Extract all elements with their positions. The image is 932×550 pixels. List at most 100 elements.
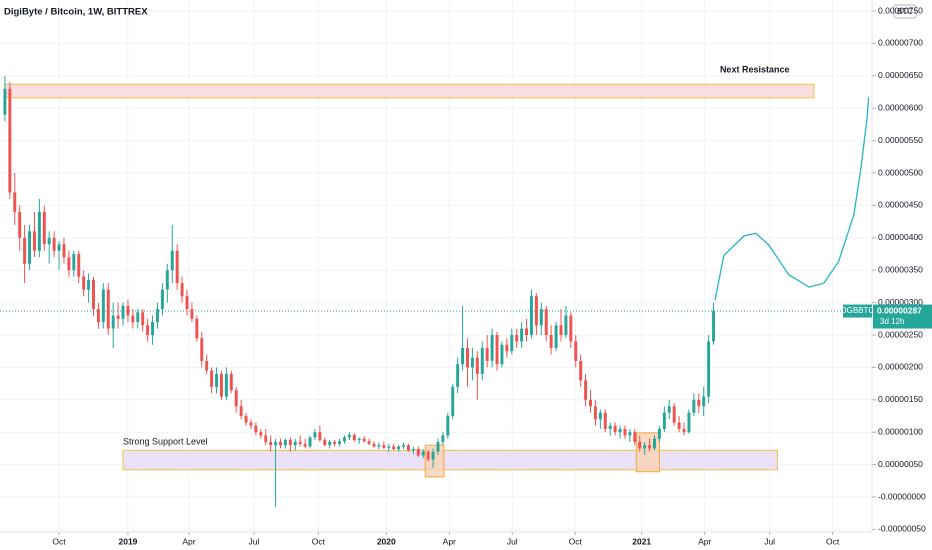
candle-body — [77, 254, 81, 277]
candle-body — [707, 341, 711, 397]
candle-body — [648, 445, 652, 449]
candle-body — [613, 425, 617, 433]
y-tick-label: 0.00000200 — [878, 362, 923, 372]
x-tick-label: Apr — [443, 536, 456, 546]
candle-body — [505, 344, 509, 352]
candle-body — [239, 406, 243, 417]
candle-body — [155, 309, 159, 323]
candle-body — [377, 445, 381, 447]
candle-body — [421, 451, 425, 456]
candle-body — [18, 211, 22, 238]
candle-body — [8, 88, 12, 193]
zone — [424, 444, 445, 478]
y-tick-label: -0.00000000 — [878, 491, 926, 501]
candle-body — [328, 441, 332, 446]
candle-body — [106, 289, 110, 329]
candle-body — [657, 428, 661, 439]
plot-area: Next Resistance Strong Support Level — [0, 0, 872, 532]
candle-body — [392, 446, 396, 450]
annotation: Next Resistance — [720, 64, 790, 74]
candle-body — [264, 435, 268, 442]
candle-body — [3, 88, 7, 115]
candle-body — [23, 237, 27, 264]
zone — [122, 449, 779, 471]
candle-body — [520, 328, 524, 342]
y-tick-label: 0.00000550 — [878, 135, 923, 145]
candle-body — [342, 437, 346, 442]
candle-body — [234, 390, 238, 407]
candle-body — [534, 296, 538, 326]
x-tick-label: Oct — [569, 536, 583, 546]
candle-body — [466, 347, 469, 368]
candle-body — [111, 315, 115, 329]
candle-body — [406, 445, 410, 451]
candle-body — [338, 441, 342, 444]
x-tick-label: Jul — [507, 536, 518, 546]
y-tick-label: 0.00000350 — [878, 264, 923, 274]
candle-body — [500, 344, 504, 365]
candle-body — [446, 416, 450, 436]
x-tick-label: Apr — [182, 536, 195, 546]
candle-body — [318, 432, 322, 440]
candle-body — [136, 312, 140, 323]
candle-body — [490, 335, 494, 361]
candle-body — [589, 399, 592, 407]
candle-body — [603, 412, 607, 429]
candle-body — [451, 386, 455, 417]
candle-body — [57, 244, 61, 251]
candle-body — [372, 443, 376, 447]
candle-body — [461, 347, 465, 365]
candle-body — [62, 244, 66, 258]
candle-body — [224, 373, 228, 397]
candle-body — [151, 322, 155, 336]
candle-body — [653, 438, 656, 449]
candle-body — [697, 399, 701, 407]
candle-body — [456, 364, 460, 387]
candle-body — [52, 237, 56, 251]
candle-body — [313, 432, 317, 438]
candle-body — [608, 425, 612, 429]
x-tick-label: 2021 — [632, 536, 651, 546]
x-tick-label: 2019 — [118, 536, 137, 546]
candle-body — [441, 435, 445, 442]
candle-body — [549, 335, 553, 348]
symbol-badge-text: DGBBTC — [841, 306, 875, 315]
candle-body — [259, 432, 263, 436]
candle-body — [126, 305, 130, 316]
candle-body — [554, 325, 558, 348]
candle-body — [37, 211, 41, 251]
candle-body — [219, 373, 223, 397]
candle-body — [662, 412, 666, 429]
candle-body — [387, 446, 391, 448]
projection-line — [714, 97, 870, 301]
candle-body — [185, 296, 189, 310]
x-tick-label: Oct — [312, 536, 326, 546]
candle-body — [411, 449, 415, 451]
candle-body — [692, 399, 696, 413]
candle-body — [347, 434, 351, 438]
candle-body — [215, 373, 218, 387]
candle-body — [352, 434, 356, 440]
candle-body — [180, 283, 184, 297]
chart-title: DigiByte / Bitcoin, 1W, BITTREX — [4, 7, 148, 18]
x-tick-label: Oct — [52, 536, 66, 546]
candle-body — [42, 211, 46, 245]
candle-body — [633, 432, 637, 442]
candle-body — [72, 254, 76, 271]
candle-body — [426, 451, 430, 460]
candle-body — [382, 445, 386, 448]
currency-badge[interactable] — [893, 4, 917, 19]
candle-body — [244, 416, 248, 423]
candle-body — [283, 439, 287, 446]
currency-badge-text: BTC — [897, 7, 913, 16]
x-tick-label: Jul — [764, 536, 775, 546]
candle-body — [416, 449, 420, 456]
candle-body — [254, 425, 258, 433]
candle-body — [249, 422, 253, 426]
y-tick-label: 0.00000450 — [878, 200, 923, 210]
candle-body — [574, 341, 578, 361]
candle-body — [623, 428, 627, 436]
candle-body — [200, 338, 204, 361]
candle-body — [475, 357, 479, 374]
candle-body — [584, 380, 588, 400]
